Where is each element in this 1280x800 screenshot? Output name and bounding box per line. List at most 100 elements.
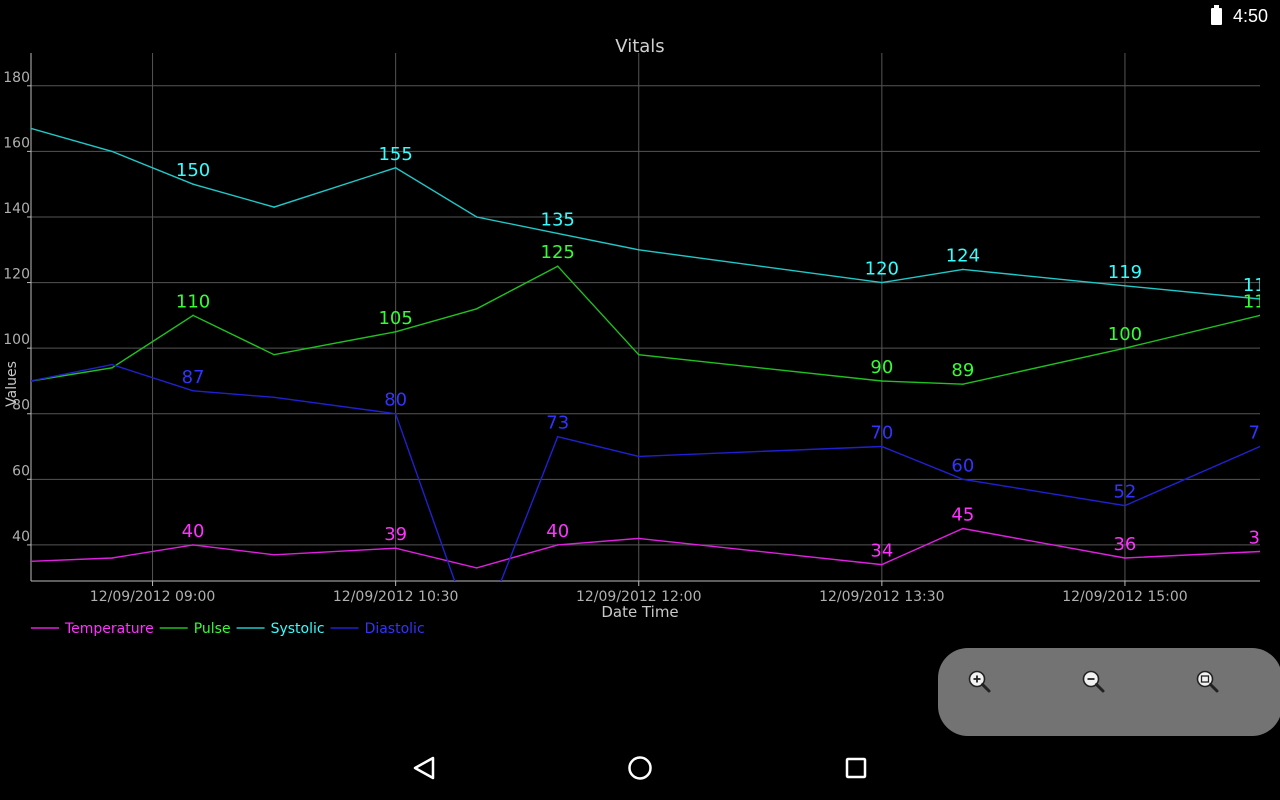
data-point bbox=[111, 557, 113, 559]
legend-label: Diastolic bbox=[365, 621, 425, 637]
data-label: 89 bbox=[951, 360, 974, 381]
y-tick-label: 100 bbox=[3, 332, 30, 348]
data-point bbox=[962, 478, 964, 481]
x-tick-label: 12/09/2012 15:00 bbox=[1062, 589, 1188, 605]
data-point bbox=[1124, 285, 1126, 287]
zoom-controls bbox=[938, 648, 1280, 736]
data-point bbox=[475, 567, 478, 569]
data-point bbox=[394, 166, 397, 169]
data-point bbox=[273, 206, 275, 208]
data-point bbox=[881, 563, 883, 566]
data-label: 100 bbox=[1108, 324, 1142, 345]
home-button[interactable] bbox=[622, 750, 658, 786]
axes bbox=[30, 53, 1260, 582]
y-tick-labels: 40 60 80 100 120 140 160 180 bbox=[3, 70, 31, 546]
data-label: 115 bbox=[1243, 275, 1277, 296]
zoom-out-button[interactable] bbox=[1078, 666, 1108, 696]
data-label: 40 bbox=[546, 521, 569, 542]
data-label: 120 bbox=[865, 259, 899, 280]
data-point bbox=[476, 643, 478, 645]
data-label: 125 bbox=[541, 242, 575, 263]
zoom-out-icon bbox=[1082, 670, 1105, 693]
y-tick-label: 140 bbox=[3, 201, 30, 217]
data-label: 40 bbox=[182, 521, 205, 542]
data-point bbox=[475, 216, 478, 218]
data-label: 110 bbox=[1243, 291, 1277, 312]
data-label-group: 40 39 40 34 45 36 38 110 105 125 90 89 100 110 150 155 1… bbox=[176, 144, 1277, 562]
navigation-bar bbox=[0, 736, 1280, 800]
battery-icon bbox=[1211, 5, 1222, 25]
data-point bbox=[111, 367, 113, 369]
data-point bbox=[881, 281, 883, 284]
data-label: 34 bbox=[870, 541, 893, 562]
zoom-in-button[interactable] bbox=[964, 666, 994, 696]
zoom-reset-button[interactable] bbox=[1192, 666, 1222, 696]
series-line-pulse bbox=[31, 265, 1260, 385]
data-label: 87 bbox=[182, 367, 205, 388]
data-point bbox=[556, 544, 559, 546]
data-point bbox=[1259, 314, 1260, 317]
data-point bbox=[273, 353, 275, 356]
data-point bbox=[31, 560, 32, 563]
data-point bbox=[192, 314, 194, 317]
status-bar: 4:50 bbox=[0, 0, 1280, 34]
data-label: 70 bbox=[1249, 423, 1272, 444]
chart-title: Vitals bbox=[615, 36, 664, 57]
series-line-temperature bbox=[31, 527, 1260, 569]
y-tick-label: 80 bbox=[12, 398, 30, 414]
data-label: 38 bbox=[1249, 527, 1272, 548]
data-point bbox=[637, 248, 640, 251]
data-point bbox=[475, 308, 478, 310]
data-point bbox=[556, 232, 559, 235]
data-label: 155 bbox=[378, 144, 412, 165]
legend-label: Pulse bbox=[194, 621, 231, 637]
back-button[interactable] bbox=[406, 750, 442, 786]
data-point bbox=[1259, 298, 1260, 300]
data-label: 150 bbox=[176, 160, 210, 181]
x-tick-label: 12/09/2012 13:30 bbox=[819, 589, 945, 605]
x-tick-label: 12/09/2012 09:00 bbox=[90, 589, 216, 605]
x-axis-label: Date Time bbox=[601, 603, 678, 621]
data-label: 45 bbox=[951, 505, 974, 526]
data-point bbox=[881, 445, 883, 448]
data-point bbox=[192, 389, 194, 392]
vitals-chart: Vitals 40 60 80 100 120 140 160 180 12/09/2012 … bbox=[3, 36, 1277, 645]
data-label: 124 bbox=[946, 245, 980, 266]
y-tick-label: 40 bbox=[12, 529, 30, 545]
data-point bbox=[637, 455, 640, 458]
data-label: 105 bbox=[378, 308, 412, 329]
data-point bbox=[394, 412, 397, 415]
back-icon bbox=[413, 756, 435, 780]
data-point bbox=[31, 127, 32, 130]
data-point bbox=[1259, 445, 1260, 448]
recents-icon bbox=[845, 757, 867, 779]
x-tick-label: 12/09/2012 12:00 bbox=[576, 589, 702, 605]
zoom-reset-icon bbox=[1196, 670, 1219, 693]
x-tick-labels: 12/09/2012 09:00 12/09/2012 10:30 12/09/20… bbox=[90, 581, 1188, 605]
data-label: 52 bbox=[1113, 482, 1136, 503]
y-tick-label: 120 bbox=[3, 267, 30, 283]
data-label: 60 bbox=[951, 455, 974, 476]
y-tick-label: 60 bbox=[12, 463, 30, 479]
data-label: 70 bbox=[870, 423, 893, 444]
legend: Temperature Pulse Systolic Diastolic bbox=[31, 621, 425, 637]
recents-button[interactable] bbox=[838, 750, 874, 786]
x-tick-label: 12/09/2012 10:30 bbox=[333, 589, 459, 605]
series-group bbox=[31, 127, 1260, 645]
y-tick-label: 160 bbox=[3, 135, 30, 151]
y-axis-label: Values bbox=[4, 361, 20, 407]
home-icon bbox=[628, 756, 652, 780]
data-label: 80 bbox=[384, 390, 407, 411]
grid-lines bbox=[31, 53, 1260, 581]
legend-label: Systolic bbox=[271, 621, 325, 637]
data-point bbox=[1124, 557, 1126, 559]
data-point bbox=[1124, 504, 1126, 507]
data-point bbox=[192, 183, 194, 185]
data-point bbox=[556, 265, 559, 267]
zoom-in-icon bbox=[968, 670, 991, 693]
data-label: 119 bbox=[1108, 262, 1142, 283]
data-point bbox=[637, 353, 640, 356]
data-label: 90 bbox=[870, 357, 893, 378]
data-point bbox=[394, 547, 397, 550]
series-line-diastolic bbox=[31, 363, 1260, 581]
